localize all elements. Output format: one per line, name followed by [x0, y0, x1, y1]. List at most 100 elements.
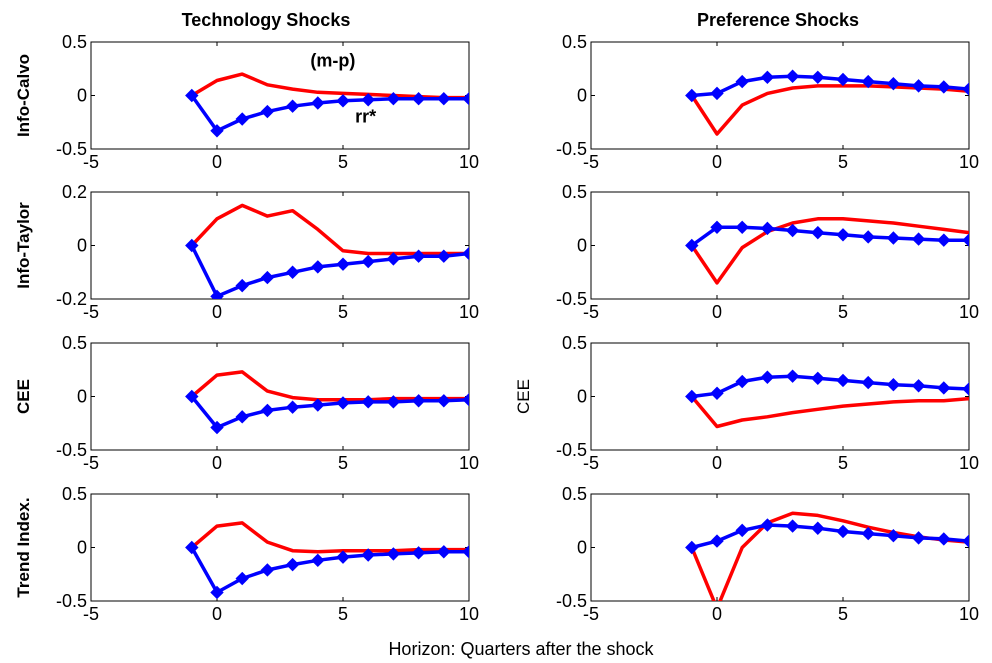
rr-marker [785, 69, 800, 83]
series-annotation: rr* [355, 106, 376, 126]
y-tick-label: 0.5 [62, 484, 87, 504]
x-tick-label: 5 [838, 302, 848, 322]
x-tick-label: -5 [83, 302, 99, 322]
rr-marker [311, 398, 325, 412]
rr-marker [886, 378, 901, 392]
rr-marker [285, 99, 300, 113]
y-tick-label: 0.5 [62, 32, 87, 52]
rr-marker [760, 221, 775, 236]
rr-marker [210, 420, 224, 435]
panel-7: -5 0 5 10 -0.5 0 0.5 Trend Index. [14, 484, 479, 624]
series-line-mp [190, 521, 469, 554]
panel-1: -5 0 5 10 -0.5 0 0.5 Info-Calvo (m-p) rr* [14, 32, 479, 172]
series-group [685, 69, 969, 136]
x-tick-label: 10 [459, 302, 479, 322]
rr-marker [260, 403, 275, 418]
y-tick-label: -0.5 [556, 289, 587, 309]
panel-2: -5 0 5 10 -0.5 0 0.5 [556, 32, 979, 172]
rr-marker [260, 270, 275, 285]
x-tick-label: 10 [459, 453, 479, 473]
y-tick-label: 0 [577, 538, 587, 558]
y-tick-label: 0 [77, 387, 87, 407]
column-title-technology: Technology Shocks [182, 10, 351, 30]
series-group [185, 370, 469, 435]
column-title-preference: Preference Shocks [697, 10, 859, 30]
rr-marker [311, 260, 325, 274]
rr-marker [886, 231, 901, 245]
rr-marker [685, 238, 699, 253]
panel-5: -5 0 5 10 -0.5 0 0.5 CEE [14, 333, 479, 473]
rr-marker [937, 532, 951, 546]
rr-marker [861, 230, 875, 244]
x-tick-label: 0 [212, 152, 222, 172]
x-tick-label: 10 [959, 604, 979, 624]
rr-marker [710, 86, 724, 101]
rr-marker [911, 379, 926, 393]
x-tick-label: 10 [959, 453, 979, 473]
series-annotation: (m-p) [310, 51, 355, 71]
rr-marker [411, 546, 426, 560]
y-tick-label: 0.5 [562, 333, 587, 353]
rr-marker [462, 246, 469, 261]
rr-marker [210, 124, 224, 138]
rr-marker [285, 265, 300, 279]
x-tick-label: 10 [459, 152, 479, 172]
rr-marker [336, 257, 350, 271]
rr-marker [411, 394, 426, 408]
x-tick-label: -5 [583, 453, 599, 473]
rr-marker [911, 232, 926, 246]
rr-marker [260, 563, 275, 577]
rr-marker [785, 223, 800, 238]
series-line-mp [690, 395, 969, 429]
y-tick-label: 0 [577, 236, 587, 256]
rr-marker [886, 77, 901, 91]
x-tick-label: 0 [212, 604, 222, 624]
rr-marker [361, 548, 375, 562]
series-group [685, 369, 969, 429]
y-tick-label: 0.5 [562, 32, 587, 52]
x-tick-label: -5 [83, 152, 99, 172]
x-tick-label: 0 [712, 453, 722, 473]
rr-marker [285, 557, 300, 572]
rr-marker [685, 88, 699, 103]
rr-marker [185, 88, 199, 103]
y-tick-label: 0 [577, 387, 587, 407]
rr-marker [962, 82, 969, 96]
series-group [185, 521, 469, 600]
x-tick-label: 5 [338, 302, 348, 322]
x-axis-label: Horizon: Quarters after the shock [388, 639, 654, 659]
x-tick-label: 5 [338, 152, 348, 172]
x-tick-label: 0 [712, 604, 722, 624]
y-tick-label: -0.5 [56, 591, 87, 611]
rr-marker [311, 96, 325, 110]
x-tick-label: -5 [583, 302, 599, 322]
rr-marker [836, 228, 850, 242]
y-tick-label: 0 [77, 236, 87, 256]
x-tick-label: -5 [583, 152, 599, 172]
y-tick-label: 0.5 [562, 182, 587, 202]
rr-marker [361, 395, 375, 409]
rr-marker [685, 540, 699, 555]
rr-marker [836, 524, 850, 539]
rr-marker [911, 531, 926, 545]
series-group [685, 511, 969, 601]
rr-marker [386, 252, 401, 266]
rr-marker [735, 220, 749, 235]
y-axis-label: CEE [14, 379, 33, 414]
rr-marker [235, 571, 249, 586]
rr-marker [710, 220, 724, 235]
rr-marker [836, 72, 850, 87]
plot-frame [590, 191, 970, 300]
rr-marker [937, 233, 951, 247]
panel-4: -5 0 5 10 -0.5 0 0.5 [556, 182, 979, 322]
rr-marker [336, 550, 350, 564]
series-group [685, 217, 969, 285]
x-tick-label: 5 [338, 453, 348, 473]
x-tick-label: -5 [83, 453, 99, 473]
y-tick-label: -0.5 [556, 440, 587, 460]
rr-marker [735, 523, 749, 538]
y-tick-label: -0.2 [56, 289, 87, 309]
x-tick-label: 0 [212, 302, 222, 322]
rr-marker [735, 374, 749, 389]
x-tick-label: 5 [338, 604, 348, 624]
